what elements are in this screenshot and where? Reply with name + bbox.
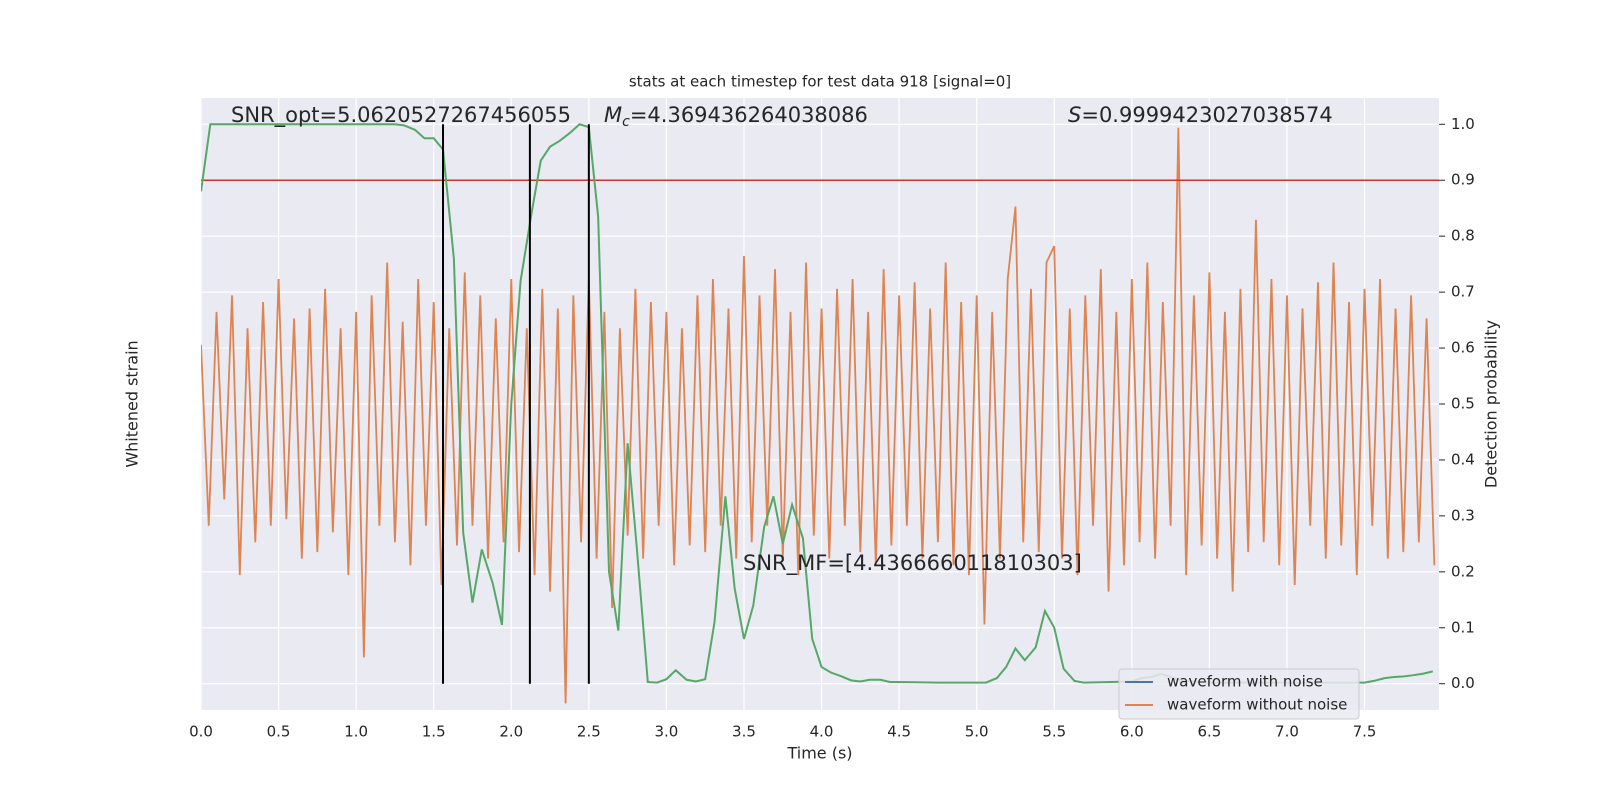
annotation-text: SNR_opt=5.0620527267456055 bbox=[231, 103, 571, 128]
x-tick-label: 4.0 bbox=[810, 723, 834, 741]
annotation-text: =0.9999423027038574 bbox=[1081, 103, 1332, 127]
strain-line bbox=[201, 127, 1436, 704]
x-tick-label: 0.0 bbox=[189, 723, 213, 741]
annotation-text: SNR_MF=[4.436666011810303] bbox=[743, 551, 1082, 576]
annotation: SNR_opt=5.0620527267456055 bbox=[231, 103, 571, 128]
chart-title: stats at each timestep for test data 918… bbox=[629, 73, 1011, 91]
y2-tick-label: 0.3 bbox=[1451, 506, 1475, 524]
x-tick-label: 6.5 bbox=[1197, 723, 1221, 741]
annotation-symbol: M bbox=[604, 103, 622, 127]
x-tick-label: 6.0 bbox=[1120, 723, 1144, 741]
y2-tick-label: 0.5 bbox=[1451, 395, 1475, 413]
y2-tick-label: 0.9 bbox=[1451, 171, 1475, 189]
y2-tick-label: 0.0 bbox=[1451, 674, 1475, 692]
x-tick-label: 4.5 bbox=[887, 723, 911, 741]
y2-tick-label: 0.8 bbox=[1451, 227, 1475, 245]
y2-tick-label: 0.4 bbox=[1451, 450, 1475, 468]
x-tick-label: 1.0 bbox=[344, 723, 368, 741]
y2-tick-label: 0.6 bbox=[1451, 339, 1475, 357]
x-tick-label: 2.5 bbox=[577, 723, 601, 741]
x-tick-label: 5.0 bbox=[965, 723, 989, 741]
legend-label: waveform without noise bbox=[1167, 696, 1347, 714]
annotation: S=0.9999423027038574 bbox=[1068, 103, 1333, 127]
x-tick-label: 2.0 bbox=[499, 723, 523, 741]
x-tick-label: 7.0 bbox=[1275, 723, 1299, 741]
x-tick-label: 3.0 bbox=[654, 723, 678, 741]
annotation-symbol: S bbox=[1068, 103, 1081, 127]
y2-tick-label: 0.1 bbox=[1451, 618, 1475, 636]
annotation: Mc=4.369436264038086 bbox=[604, 103, 868, 130]
y-axis-label: Whitened strain bbox=[123, 340, 142, 467]
y2-axis-label: Detection probability bbox=[1482, 320, 1501, 488]
x-tick-label: 7.5 bbox=[1353, 723, 1377, 741]
x-tick-label: 5.5 bbox=[1042, 723, 1066, 741]
x-tick-label: 3.5 bbox=[732, 723, 756, 741]
y2-tick-label: 0.7 bbox=[1451, 283, 1475, 301]
x-tick-label: 1.5 bbox=[422, 723, 446, 741]
x-tick-label: 0.5 bbox=[267, 723, 291, 741]
y2-tick-label: 1.0 bbox=[1451, 115, 1475, 133]
annotation: SNR_MF=[4.436666011810303] bbox=[743, 551, 1082, 576]
x-axis-label: Time (s) bbox=[786, 744, 852, 763]
y2-tick-label: 0.2 bbox=[1451, 562, 1475, 580]
legend-label: waveform with noise bbox=[1167, 673, 1323, 691]
legend-box bbox=[1118, 668, 1360, 720]
annotation-subscript: c bbox=[622, 114, 630, 130]
annotation-text: =4.369436264038086 bbox=[630, 103, 868, 127]
